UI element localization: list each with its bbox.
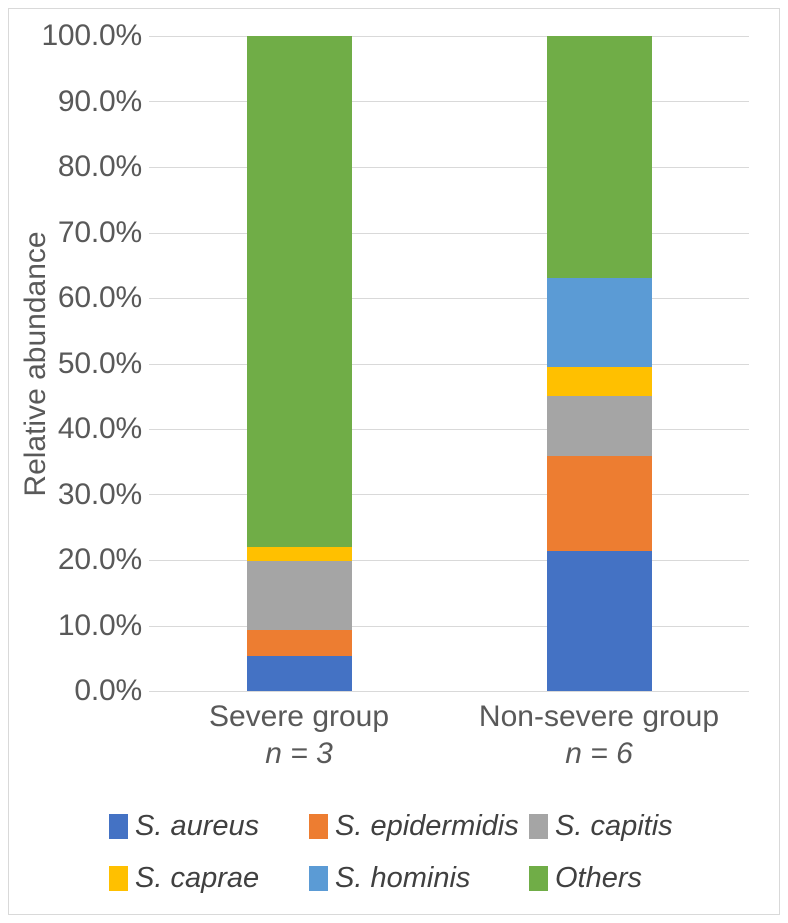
legend-item-label: S. epidermidis xyxy=(335,809,519,842)
legend-item[interactable]: S. epidermidis xyxy=(309,804,519,848)
y-axis-tick-label: 30.0% xyxy=(57,477,142,511)
bar-segment[interactable] xyxy=(547,367,652,396)
category-sample-size: n = 6 xyxy=(565,736,633,770)
chart-legend: S. aureus S. epidermidis S. capitis S. capr… xyxy=(9,804,781,904)
gridline xyxy=(149,560,749,561)
legend-item[interactable]: Others xyxy=(529,856,642,900)
y-axis-tick-label: 90.0% xyxy=(57,84,142,118)
legend-item-label: S. hominis xyxy=(335,861,471,894)
gridline xyxy=(149,233,749,234)
legend-row: S. aureus S. epidermidis S. capitis xyxy=(9,804,781,848)
legend-item[interactable]: S. hominis xyxy=(309,856,470,900)
bar-segment[interactable] xyxy=(547,550,652,691)
bar-segment[interactable] xyxy=(547,36,652,278)
legend-color-swatch-icon xyxy=(309,813,328,839)
category-sample-size: n = 3 xyxy=(265,736,333,770)
gridline xyxy=(149,167,749,168)
category-name: Non-severe group xyxy=(478,700,720,733)
y-axis-tick-label: 0.0% xyxy=(74,674,142,707)
bar-segment[interactable] xyxy=(547,395,652,456)
y-axis-tick-label: 50.0% xyxy=(57,346,142,380)
legend-item-label: Others xyxy=(555,861,643,894)
legend-item[interactable]: S. capitis xyxy=(529,804,673,848)
y-axis-tick-labels: 0.0% 10.0% 20.0% 30.0% 40.0% 50.0% 60.0% 70.0% 8… xyxy=(9,19,142,707)
x-axis-category-label: Severe group n = 3 xyxy=(159,699,439,772)
legend-item[interactable]: S. caprae xyxy=(109,856,259,900)
gridline xyxy=(149,429,749,430)
legend-color-swatch-icon xyxy=(309,865,328,891)
x-axis-category-labels: Severe group n = 3 Non-severe group n = 6 xyxy=(149,699,749,791)
y-axis-tick-label: 20.0% xyxy=(57,543,142,576)
legend-item-label: S. caprae xyxy=(135,861,260,894)
legend-item-label: S. aureus xyxy=(135,809,260,842)
legend-color-swatch-icon xyxy=(529,813,548,839)
legend-item-label: S. capitis xyxy=(555,809,673,842)
category-name: Severe group xyxy=(208,700,390,733)
gridline xyxy=(149,298,749,299)
gridline xyxy=(149,626,749,627)
bar-segment[interactable] xyxy=(247,561,352,631)
bar-segment[interactable] xyxy=(247,36,352,547)
stacked-bar[interactable] xyxy=(547,36,652,691)
bar-segment[interactable] xyxy=(247,630,352,657)
legend-color-swatch-icon xyxy=(529,865,548,891)
stacked-bar[interactable] xyxy=(247,36,352,691)
plot-canvas xyxy=(149,36,749,692)
y-axis-tick-label: 10.0% xyxy=(57,608,142,642)
y-axis-tick-label: 80.0% xyxy=(57,150,142,183)
y-axis-tick-label: 40.0% xyxy=(57,412,142,445)
legend-color-swatch-icon xyxy=(109,813,128,839)
chart-plot-area: Relative abundance 0.0% 10.0% 20.0% 30.0% 40… xyxy=(9,9,781,789)
gridline xyxy=(149,36,749,37)
y-axis-tick-label: 100.0% xyxy=(41,19,142,52)
y-axis-tick-label: 60.0% xyxy=(57,281,142,314)
x-axis-line xyxy=(149,691,749,692)
bar-segment[interactable] xyxy=(247,656,352,691)
bar-segment[interactable] xyxy=(247,546,352,562)
bar-segment[interactable] xyxy=(547,277,652,368)
gridline xyxy=(149,494,749,495)
legend-row: S. caprae S. hominis Others xyxy=(9,856,781,900)
gridline xyxy=(149,101,749,102)
legend-item[interactable]: S. aureus xyxy=(109,804,259,848)
x-axis-category-label: Non-severe group n = 6 xyxy=(459,699,739,772)
legend-color-swatch-icon xyxy=(109,865,128,891)
chart-frame: Relative abundance 0.0% 10.0% 20.0% 30.0% 40… xyxy=(8,8,780,915)
bar-segment[interactable] xyxy=(547,455,652,551)
gridline xyxy=(149,364,749,365)
y-axis-tick-label: 70.0% xyxy=(57,215,142,249)
